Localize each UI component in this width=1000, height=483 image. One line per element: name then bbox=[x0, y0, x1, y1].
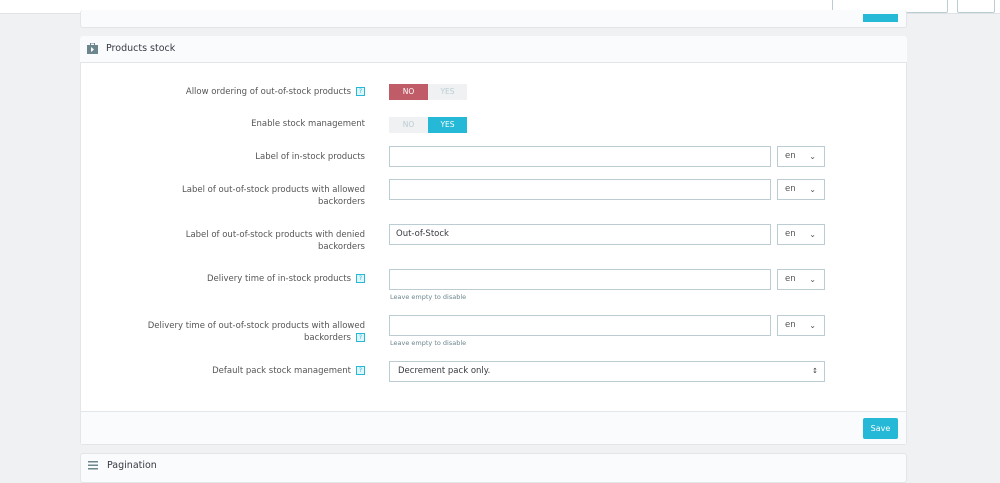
stock-management-toggle[interactable]: NO YES bbox=[389, 117, 467, 133]
field-label: Allow ordering of out-of-stock products? bbox=[165, 86, 365, 98]
chevron-down-icon: ⌄ bbox=[809, 185, 816, 194]
language-select[interactable]: en ⌄ bbox=[777, 315, 825, 336]
field-label: Delivery time of in-stock products? bbox=[165, 273, 365, 285]
language-select[interactable]: en ⌄ bbox=[777, 269, 825, 290]
briefcase-icon bbox=[87, 43, 98, 54]
toggle-yes[interactable]: YES bbox=[428, 117, 467, 133]
language-select[interactable]: en ⌄ bbox=[777, 146, 825, 167]
field-label: Label of out-of-stock products with deni… bbox=[185, 230, 365, 252]
field-hint: Leave empty to disable bbox=[390, 339, 467, 347]
help-icon[interactable]: ? bbox=[356, 274, 365, 283]
chevron-down-icon: ⌄ bbox=[809, 152, 816, 161]
field-label: Enable stock management bbox=[251, 119, 365, 129]
pagination-title: Pagination bbox=[107, 460, 157, 471]
toggle-yes[interactable]: YES bbox=[428, 84, 467, 100]
delivery-in-stock-input[interactable] bbox=[389, 269, 771, 290]
help-icon[interactable]: ? bbox=[356, 366, 365, 375]
help-icon[interactable]: ? bbox=[356, 87, 365, 96]
panel-footer bbox=[81, 411, 906, 444]
denied-backorders-label-input[interactable]: Out-of-Stock bbox=[389, 224, 771, 245]
panel-header: Products stock bbox=[80, 36, 907, 63]
pack-stock-select[interactable]: Decrement pack only. ↕ bbox=[389, 361, 825, 382]
panel-title: Products stock bbox=[106, 43, 176, 54]
chevron-down-icon: ⌄ bbox=[809, 321, 816, 330]
save-button[interactable]: Save bbox=[863, 418, 898, 439]
allow-ordering-toggle[interactable]: NO YES bbox=[389, 84, 467, 100]
toggle-no[interactable]: NO bbox=[389, 84, 428, 100]
sort-arrows-icon: ↕ bbox=[812, 367, 818, 375]
delivery-out-of-stock-input[interactable] bbox=[389, 315, 771, 336]
chevron-down-icon: ⌄ bbox=[809, 275, 816, 284]
pagination-panel: Pagination bbox=[80, 453, 907, 483]
allowed-backorders-label-input[interactable] bbox=[389, 179, 771, 200]
field-hint: Leave empty to disable bbox=[390, 293, 467, 301]
language-select[interactable]: en ⌄ bbox=[777, 224, 825, 245]
header-button[interactable] bbox=[957, 0, 995, 13]
field-label: Default pack stock management? bbox=[165, 365, 365, 377]
previous-panel-footer bbox=[80, 10, 907, 28]
field-label: Delivery time of out-of-stock products w… bbox=[147, 321, 365, 343]
field-label: Label of in-stock products bbox=[255, 152, 365, 162]
help-icon[interactable]: ? bbox=[356, 333, 365, 342]
chevron-down-icon: ⌄ bbox=[809, 230, 816, 239]
toggle-no[interactable]: NO bbox=[389, 117, 428, 133]
field-label: Label of out-of-stock products with allo… bbox=[182, 185, 365, 207]
previous-save-button[interactable] bbox=[863, 14, 898, 22]
in-stock-label-input[interactable] bbox=[389, 146, 771, 167]
language-select[interactable]: en ⌄ bbox=[777, 179, 825, 200]
list-icon bbox=[88, 461, 98, 470]
